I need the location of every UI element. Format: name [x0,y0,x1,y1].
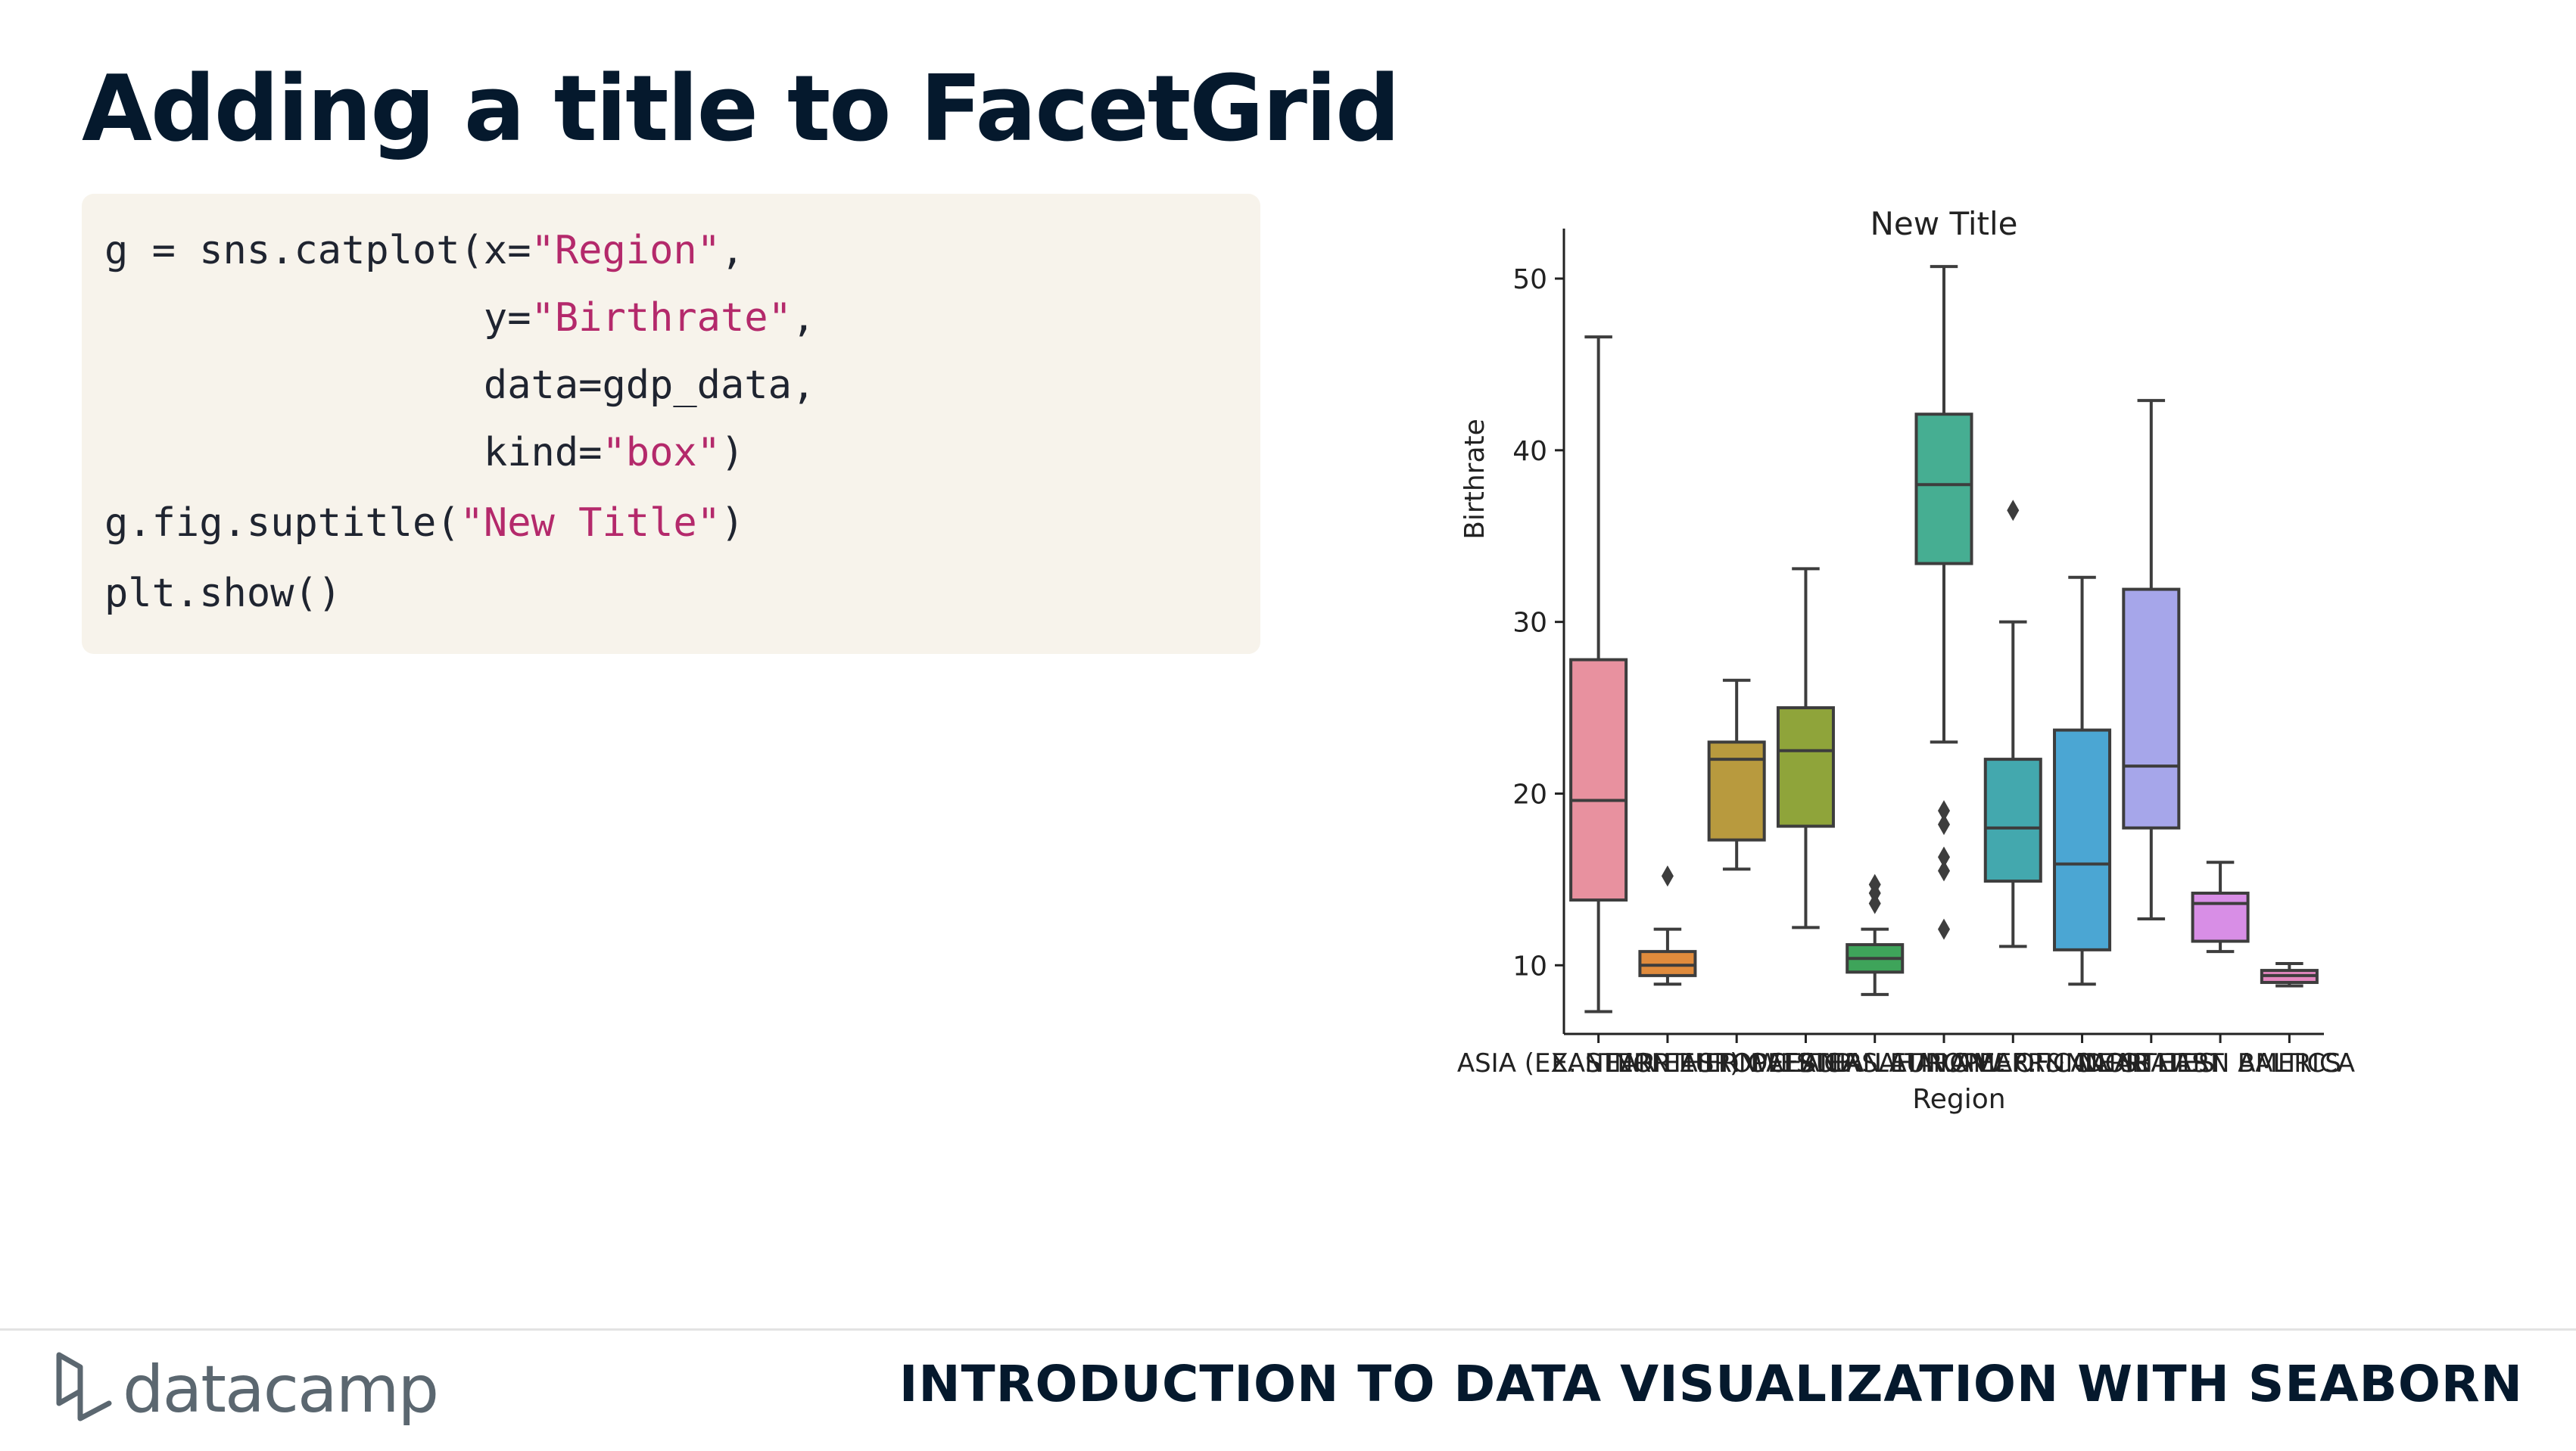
box-outlier [1938,918,1950,940]
x-tick-label: LATIN AMER. & CARIB [1874,1048,2152,1079]
x-tick-label: ASIA (EX. NEAR EAST) [1457,1048,1740,1079]
box-iqr [2122,587,2181,830]
box-outlier [1938,846,1950,868]
x-tick-label: NEAR EAST [2079,1048,2224,1079]
box-outlier [1938,814,1950,836]
datacamp-logo-text: datacamp [123,1352,439,1428]
box-outlier [1661,865,1674,887]
code-line-5: g.fig.suptitle("New Title") [104,500,745,546]
y-tick-label: 30 [1512,608,1547,639]
y-tick-label: 50 [1512,264,1547,295]
x-tick-label: EASTERN EUROPE [1551,1048,1783,1079]
box-outlier [1938,860,1950,882]
x-tick-label: WESTERN EUROPE [1755,1048,1995,1079]
box-iqr [2053,728,2112,951]
box-iqr [2191,892,2250,943]
chart-title: New Title [1870,205,2018,242]
box-iqr [1776,706,1835,828]
code-line-4: kind="box") [104,430,745,475]
x-tick-label: BALTICS [2238,1048,2341,1079]
x-tick-label: NORTHERN AMERICA [2085,1048,2355,1079]
code-line-3: data=gdp_data, [104,363,816,408]
y-tick-label: 10 [1512,951,1547,982]
box-iqr [1638,950,1697,977]
course-title: INTRODUCTION TO DATA VISUALIZATION WITH … [899,1355,2523,1413]
x-tick-label: NORTHERN AFRICA [1614,1048,1860,1079]
slide-title: Adding a title to FacetGrid [82,57,1400,162]
box-plot-chart: New Title 10 20 30 40 50 Birthrate ASIA (EX. NE… [1457,205,2355,1115]
code-line-6: plt.show() [104,571,342,616]
box-iqr [1983,758,2042,883]
box-iqr [1914,413,1973,565]
code-line-1: g = sns.catplot(x="Region", [104,228,745,273]
x-axis-label: Region [1912,1084,2005,1115]
x-tick-label: SUB-SAHARAN AFRICA [1799,1048,2089,1079]
y-axis-label: Birthrate [1459,419,1490,540]
x-tick-label: C.W. OF IND. STATES [1949,1048,2214,1079]
x-tick-label: OCEANIA [1747,1048,1864,1079]
code-line-2: y="Birthrate", [104,295,816,341]
box-iqr [1707,740,1766,842]
footer-divider [0,1328,2576,1331]
datacamp-logo: datacamp [53,1347,447,1431]
box-outlier [1868,873,1881,895]
box-outlier [1938,800,1950,822]
y-tick-label: 40 [1512,436,1547,467]
datacamp-logo-icon [56,1352,112,1421]
code-block: g = sns.catplot(x="Region", y="Birthrate… [82,194,1260,654]
box-iqr [1569,658,1628,902]
y-tick-label: 20 [1512,779,1547,810]
box-outlier [2007,500,2020,522]
